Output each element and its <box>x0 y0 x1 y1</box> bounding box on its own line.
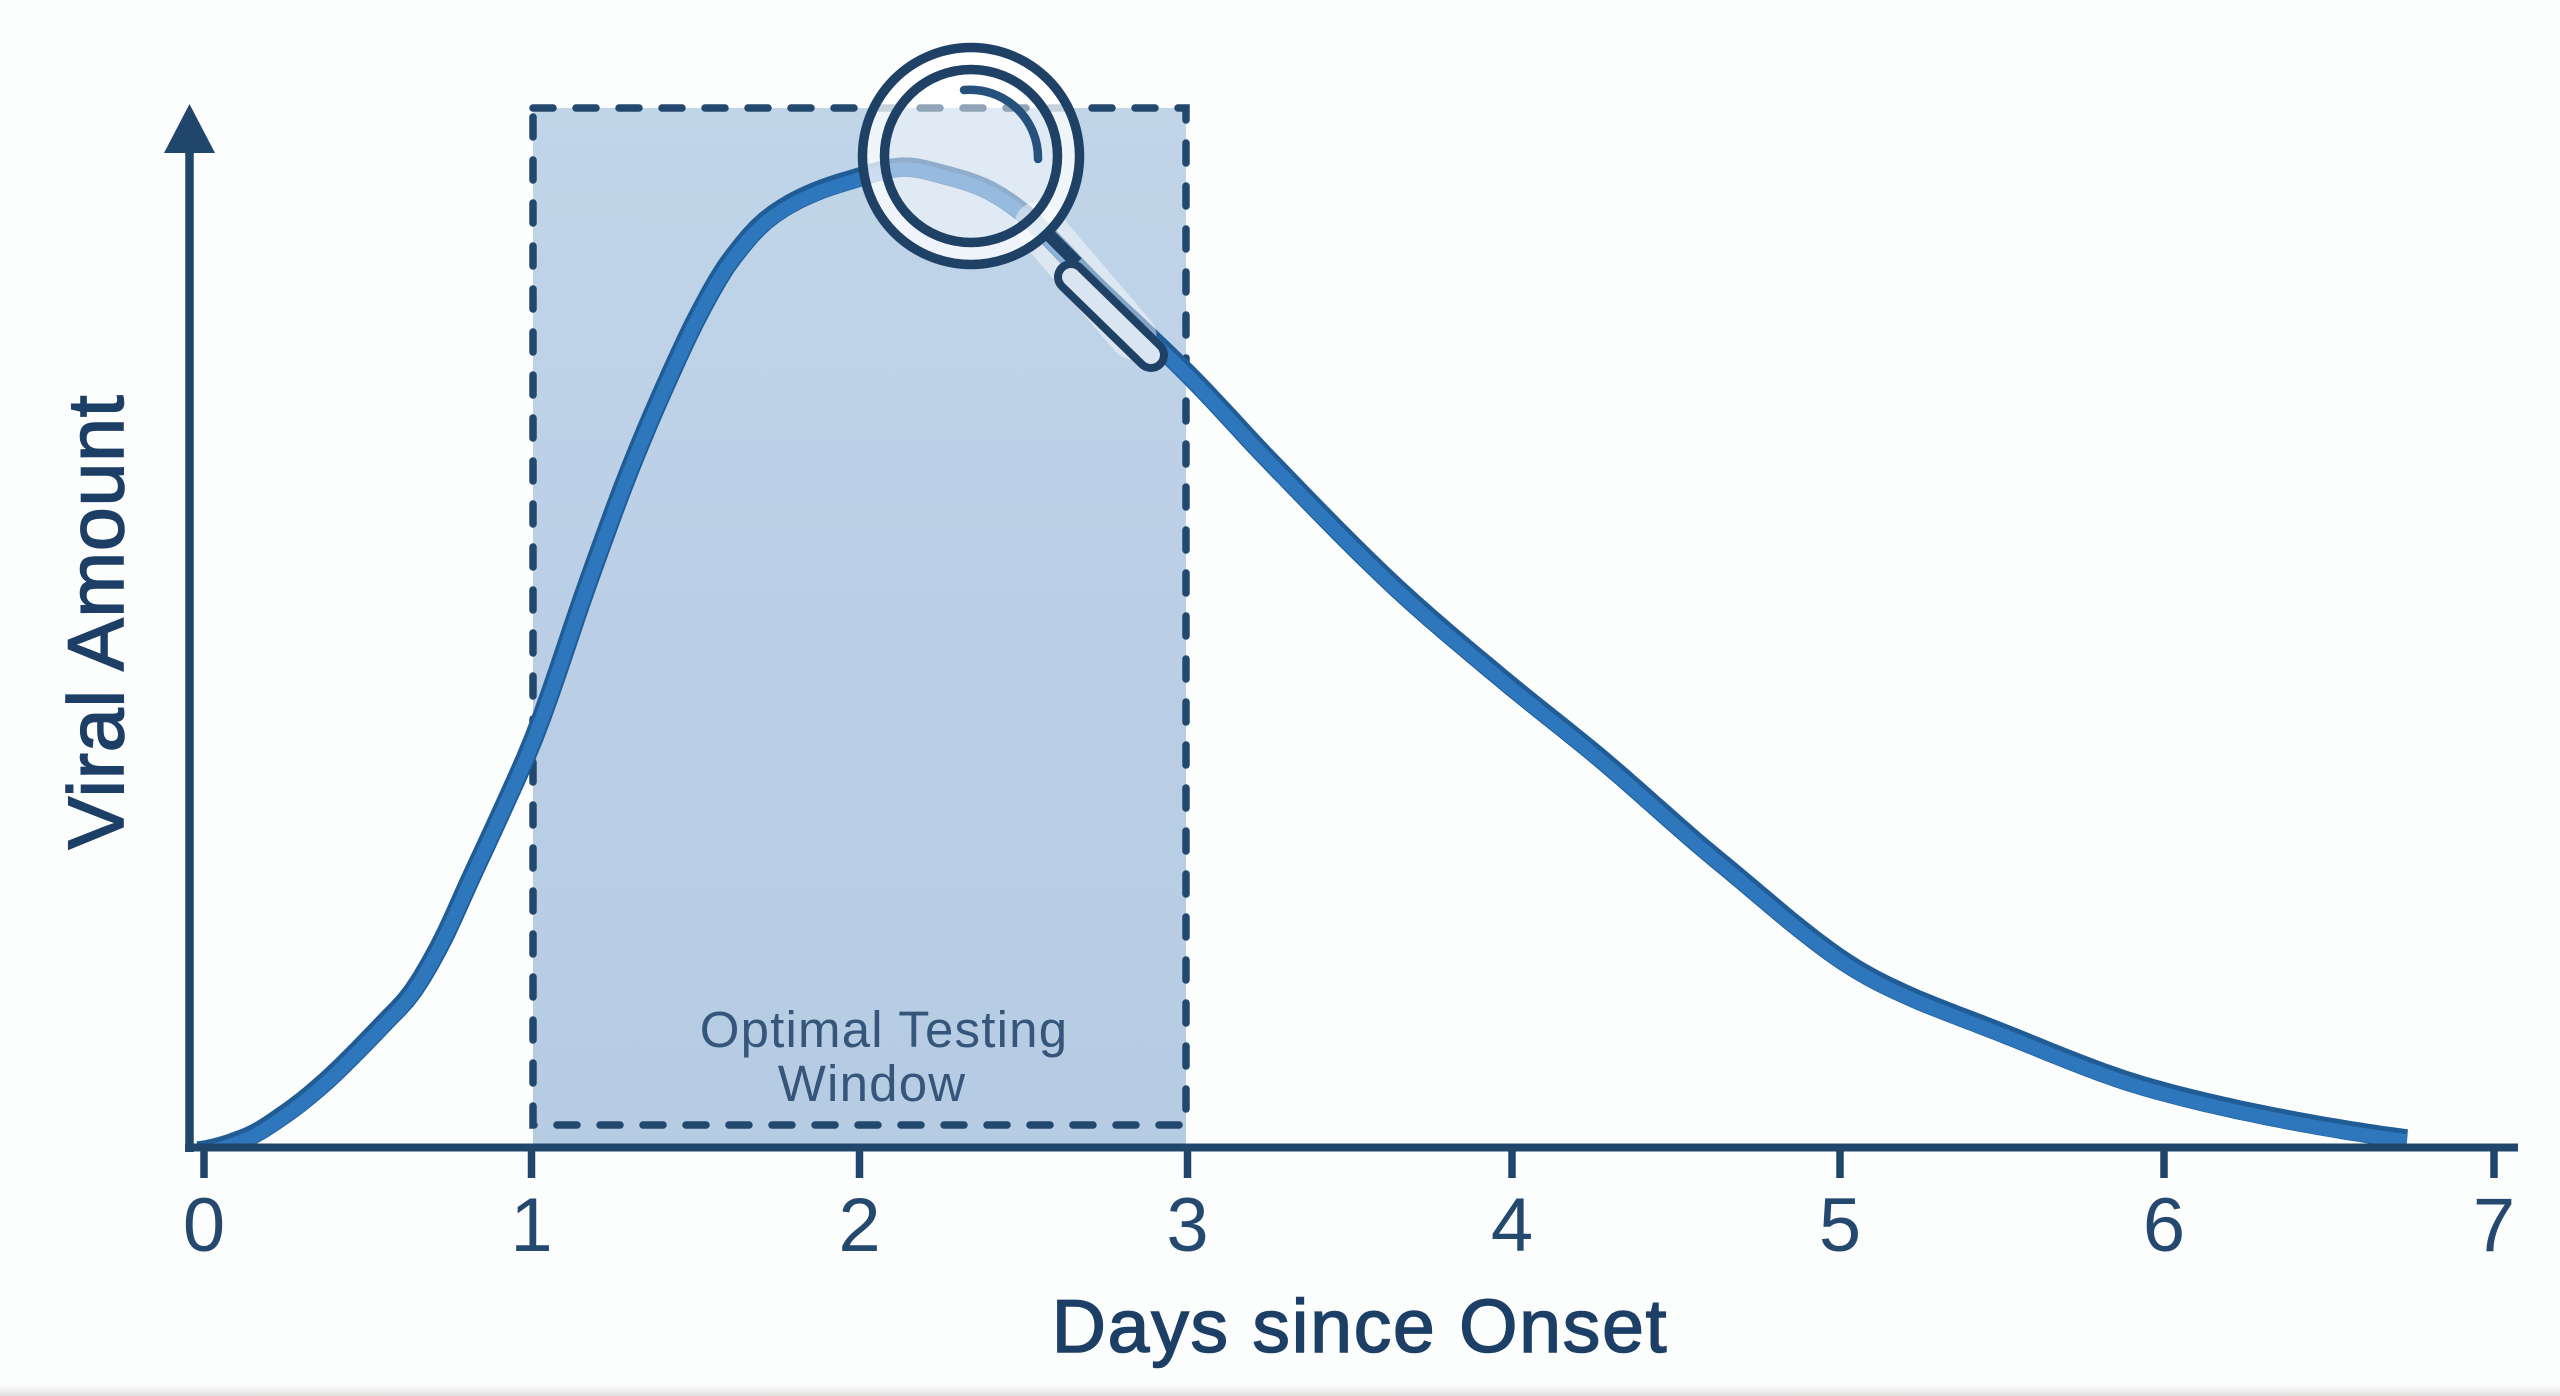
svg-text:Days since Onset: Days since Onset <box>1052 1284 1669 1368</box>
svg-text:Viral Amount: Viral Amount <box>51 395 140 850</box>
svg-text:1: 1 <box>510 1183 552 1268</box>
svg-text:3: 3 <box>1166 1183 1208 1268</box>
svg-text:Window: Window <box>778 1055 967 1112</box>
svg-text:0: 0 <box>183 1183 225 1268</box>
svg-text:Optimal Testing: Optimal Testing <box>700 1001 1069 1058</box>
svg-text:4: 4 <box>1491 1183 1533 1268</box>
svg-text:7: 7 <box>2473 1183 2515 1268</box>
svg-text:5: 5 <box>1819 1183 1861 1268</box>
svg-text:6: 6 <box>2143 1183 2185 1268</box>
svg-text:2: 2 <box>838 1183 880 1268</box>
